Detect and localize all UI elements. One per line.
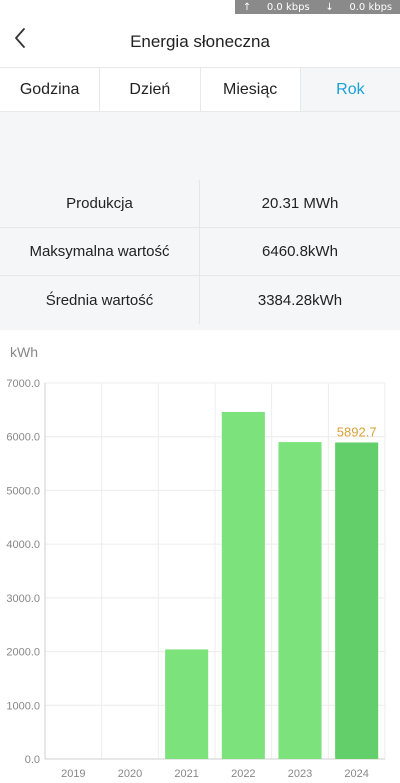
stat-label: Średnia wartość — [0, 276, 200, 324]
page-title: Energia słoneczna — [130, 32, 270, 51]
stat-row-production: Produkcja 20.31 MWh — [0, 180, 400, 228]
unit-label: kWh — [10, 344, 38, 360]
stat-value: 3384.28kWh — [257, 291, 343, 309]
y-tick-label: 4000.0 — [6, 539, 40, 551]
stat-row-maximum: Maksymalna wartość 6460.8kWh — [0, 228, 400, 276]
y-tick-label: 5000.0 — [6, 485, 40, 497]
bar-2023 — [278, 442, 322, 759]
chevron-left-icon — [15, 28, 25, 48]
yearly-energy-chart: kWh 0.0 1000.0 2000.0 3000.0 4000.0 5000.0 6000… — [0, 330, 400, 783]
network-speed-indicator: ↑ 0.0 kbps ↓ 0.0 kbps — [235, 0, 400, 14]
status-bar: ↑ 0.0 kbps ↓ 0.0 kbps — [0, 0, 400, 14]
upload-speed: 0.0 kbps — [266, 1, 310, 13]
tab-hour[interactable]: Godzina — [0, 68, 101, 111]
bar-chart-svg: kWh 0.0 1000.0 2000.0 3000.0 4000.0 5000.0 6000… — [6, 344, 386, 780]
x-tick-label: 2022 — [231, 768, 255, 780]
download-arrow-icon: ↓ — [325, 1, 334, 13]
x-tick-label: 2020 — [118, 768, 142, 780]
x-tick-label: 2024 — [344, 768, 368, 780]
y-tick-label: 7000.0 — [6, 378, 40, 390]
bar-2024 — [335, 442, 379, 759]
y-tick-label: 2000.0 — [6, 647, 40, 659]
stat-label: Maksymalna wartość — [0, 228, 200, 275]
x-tick-label: 2021 — [174, 768, 198, 780]
stats-table: Produkcja 20.31 MWh Maksymalna wartość 6… — [0, 180, 400, 330]
tab-day[interactable]: Dzień — [100, 68, 201, 111]
x-tick-label: 2019 — [61, 768, 85, 780]
y-tick-label: 3000.0 — [6, 593, 40, 605]
stat-row-average: Średnia wartość 3384.28kWh — [0, 276, 400, 324]
y-tick-label: 6000.0 — [6, 432, 40, 444]
x-tick-label: 2023 — [288, 768, 312, 780]
summary-spacer — [0, 112, 400, 180]
bar-2021 — [165, 649, 209, 759]
stat-value: 6460.8kWh — [262, 243, 338, 260]
stat-value: 20.31 MWh — [261, 195, 339, 212]
stat-label: Produkcja — [0, 180, 200, 227]
header: Energia słoneczna — [0, 14, 400, 66]
y-tick-label: 1000.0 — [6, 700, 40, 712]
back-button[interactable] — [6, 20, 34, 56]
download-speed: 0.0 kbps — [349, 1, 393, 13]
period-tabs: Godzina Dzień Miesiąc Rok — [0, 67, 400, 112]
selected-value-label: 5892.7 — [337, 424, 377, 439]
tab-month[interactable]: Miesiąc — [201, 68, 301, 111]
tab-year[interactable]: Rok — [300, 68, 400, 111]
y-tick-label: 0.0 — [25, 754, 40, 766]
bar-2022 — [221, 411, 265, 759]
upload-arrow-icon: ↑ — [242, 1, 252, 13]
